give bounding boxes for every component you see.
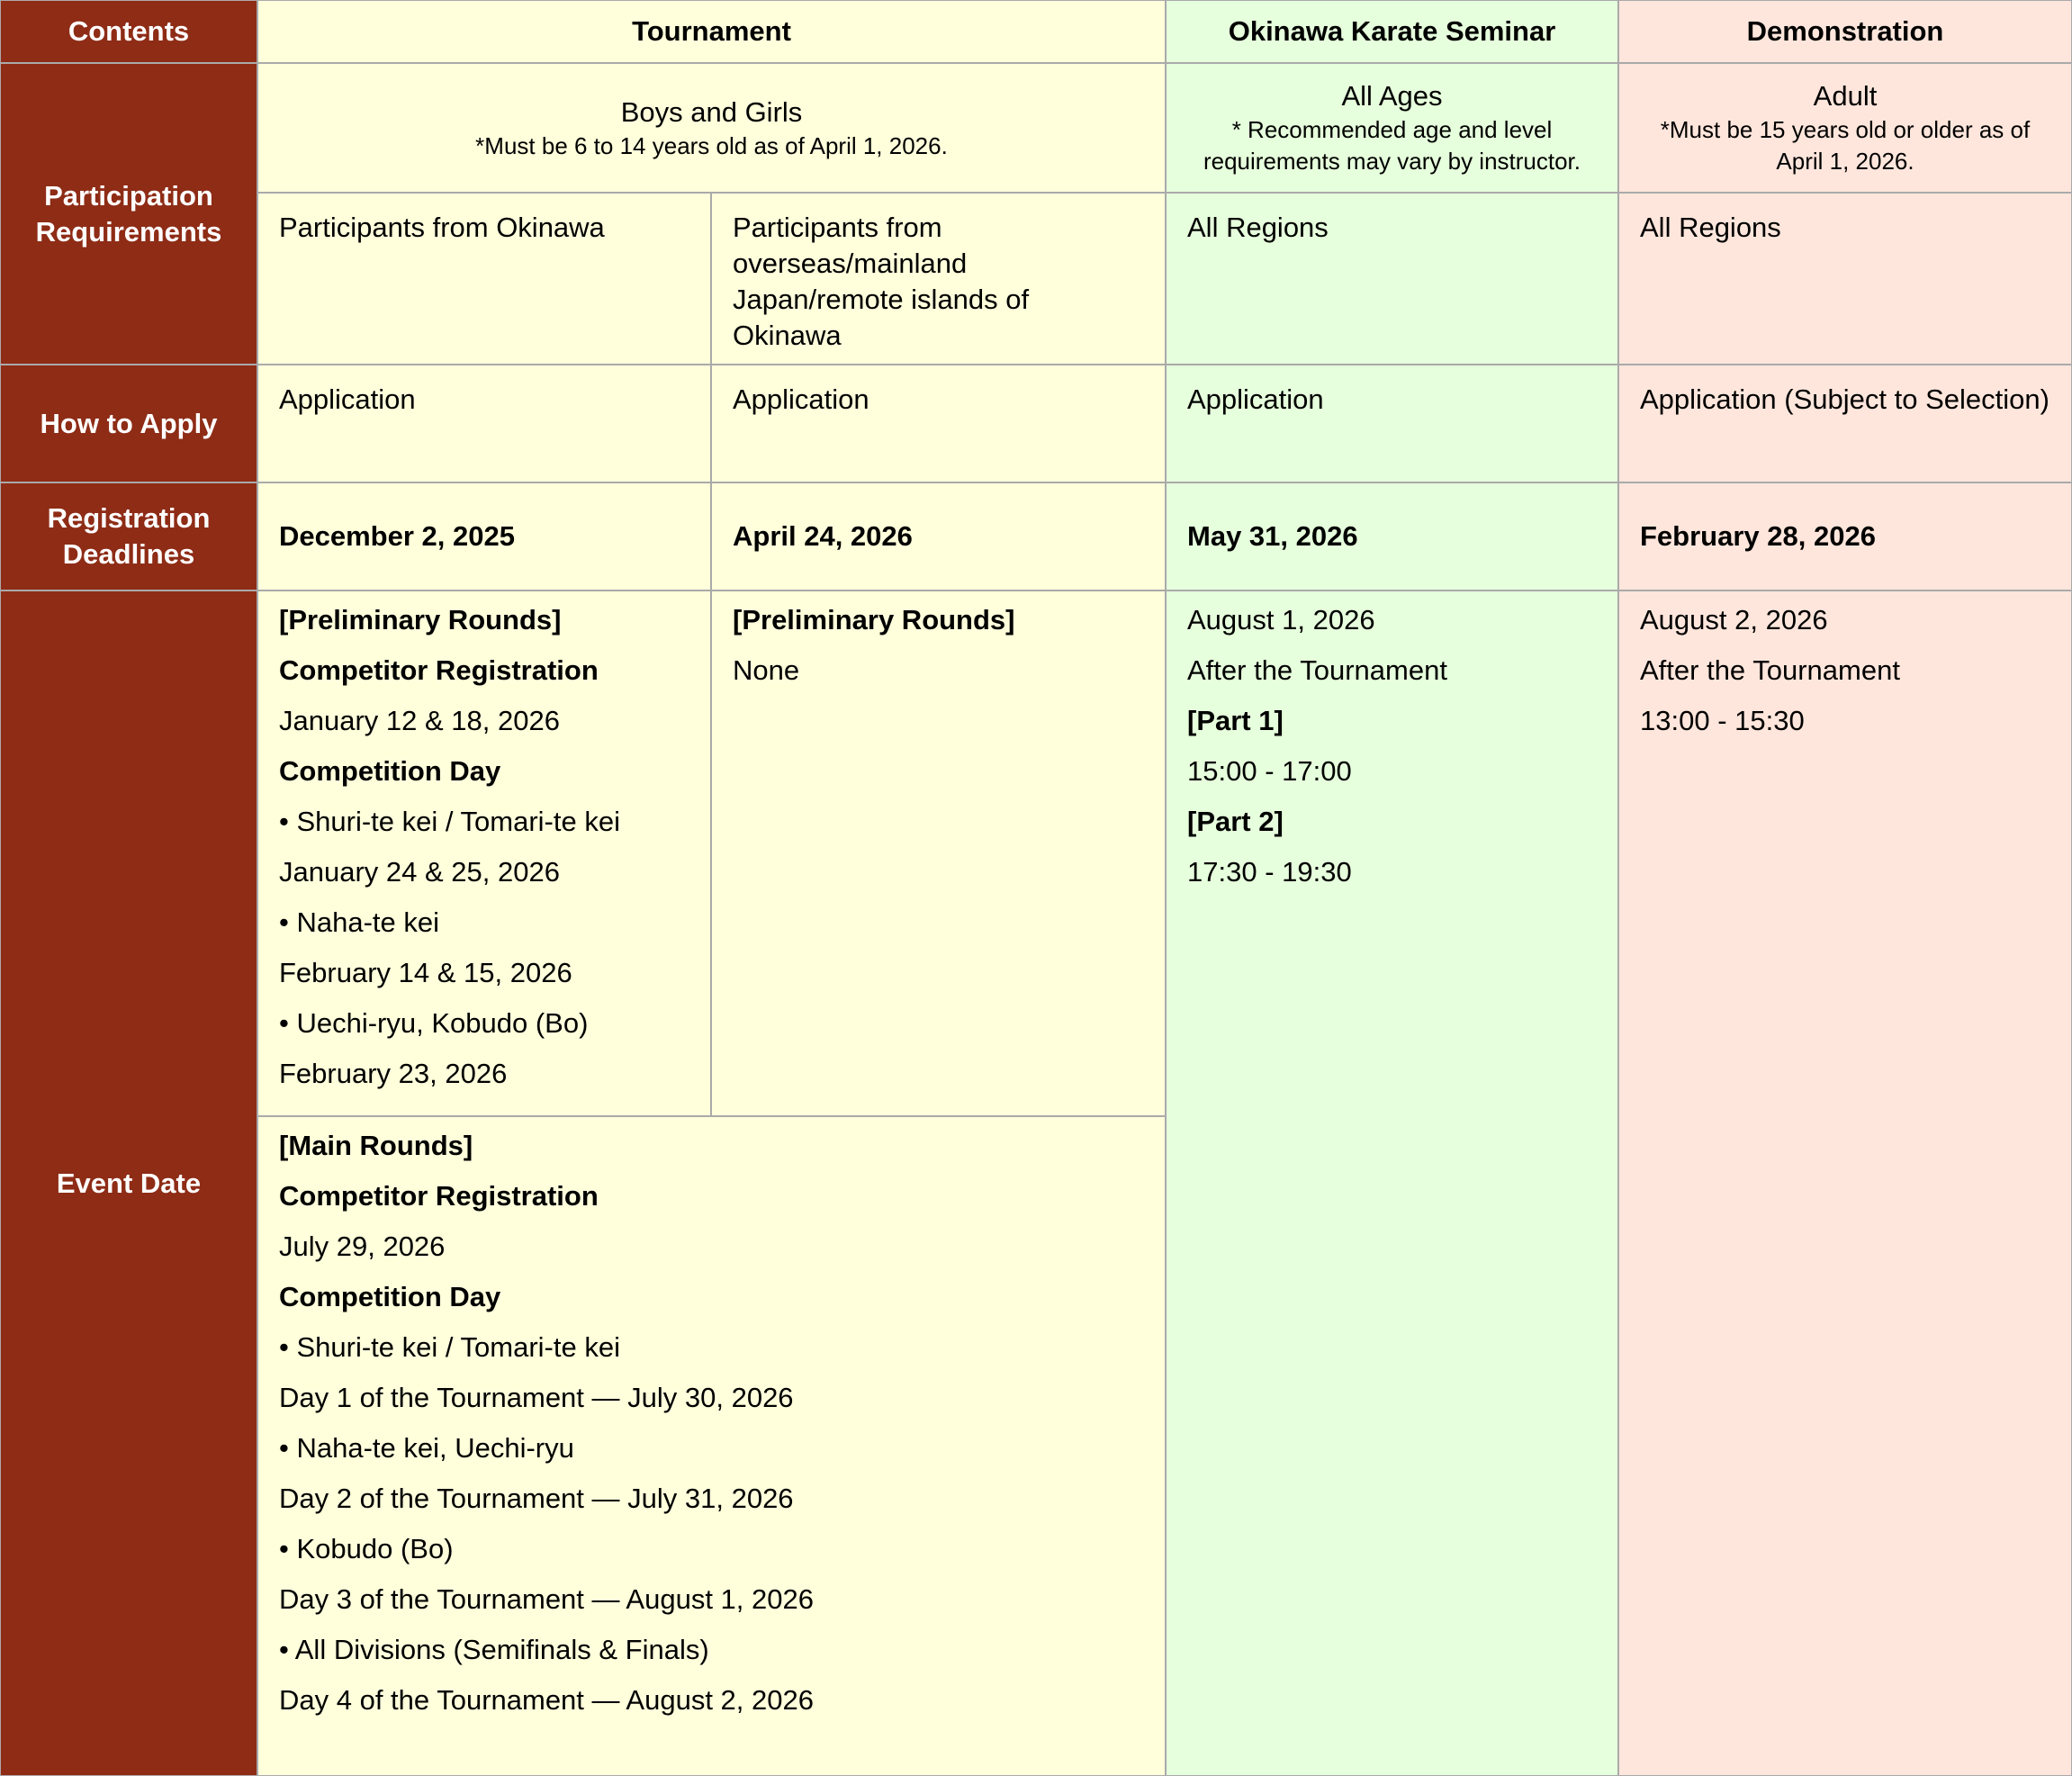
region-cell: All Regions — [1166, 193, 1618, 365]
event-line: July 29, 2026 — [279, 1231, 446, 1262]
event-line: August 2, 2026 — [1640, 604, 1828, 636]
event-line: • Shuri-te kei / Tomari-te kei — [279, 1331, 620, 1363]
event-line: February 23, 2026 — [279, 1058, 508, 1089]
header-cell: Tournament — [257, 0, 1166, 63]
event-line: After the Tournament — [1187, 654, 1447, 686]
event-line: January 12 & 18, 2026 — [279, 705, 560, 736]
event-heading: Competition Day — [279, 1281, 501, 1312]
event-line: January 24 & 25, 2026 — [279, 856, 560, 888]
requirement-note: * Recommended age and level requirements… — [1203, 116, 1581, 175]
deadline-cell: May 31, 2026 — [1166, 482, 1618, 590]
event-line: • Kobudo (Bo) — [279, 1533, 454, 1564]
event-line: February 14 & 15, 2026 — [279, 957, 572, 988]
event-cell: [Main Rounds] Competitor Registration July… — [257, 1116, 1166, 1776]
event-line: 17:30 - 19:30 — [1187, 856, 1352, 888]
row-label: Registration Deadlines — [0, 482, 257, 590]
deadline-cell: February 28, 2026 — [1618, 482, 2072, 590]
row-label: Event Date — [0, 590, 257, 1776]
event-line: Day 3 of the Tournament — August 1, 2026 — [279, 1583, 814, 1615]
event-heading: [Part 2] — [1187, 806, 1284, 837]
header-cell: Demonstration — [1618, 0, 2072, 63]
requirement-note: *Must be 15 years old or older as of Apr… — [1660, 116, 2031, 175]
event-line: 15:00 - 17:00 — [1187, 755, 1352, 787]
header-cell: Okinawa Karate Seminar — [1166, 0, 1618, 63]
event-line: • Naha-te kei — [279, 906, 439, 938]
region-cell: Participants from overseas/mainland Japa… — [711, 193, 1166, 365]
event-heading: [Main Rounds] — [279, 1130, 473, 1161]
apply-cell: Application (Subject to Selection) — [1618, 365, 2072, 482]
row-label: How to Apply — [0, 365, 257, 482]
requirement-title: Boys and Girls — [620, 95, 803, 128]
requirement-title: Adult — [1813, 80, 1878, 112]
event-line: 13:00 - 15:30 — [1640, 705, 1805, 736]
event-line: • Shuri-te kei / Tomari-te kei — [279, 806, 620, 837]
event-heading: [Preliminary Rounds] — [279, 604, 562, 636]
deadline-cell: December 2, 2025 — [257, 482, 711, 590]
requirement-cell: All Ages * Recommended age and level requ… — [1166, 63, 1618, 193]
requirement-cell: Boys and Girls *Must be 6 to 14 years old… — [257, 63, 1166, 193]
event-heading: Competitor Registration — [279, 1180, 599, 1212]
event-cell: August 2, 2026 After the Tournament 13:00 … — [1618, 590, 2072, 1776]
apply-cell: Application — [711, 365, 1166, 482]
event-line: • All Divisions (Semifinals & Finals) — [279, 1634, 709, 1665]
event-heading: Competition Day — [279, 755, 501, 787]
region-cell: Participants from Okinawa — [257, 193, 711, 365]
event-line: Day 4 of the Tournament — August 2, 2026 — [279, 1684, 814, 1716]
requirement-note: *Must be 6 to 14 years old as of April 1… — [475, 131, 948, 159]
event-line: Day 2 of the Tournament — July 31, 2026 — [279, 1483, 794, 1514]
event-line: After the Tournament — [1640, 654, 1900, 686]
event-line: August 1, 2026 — [1187, 604, 1375, 636]
event-heading: Competitor Registration — [279, 654, 599, 686]
event-heading: [Preliminary Rounds] — [733, 604, 1015, 636]
event-cell: [Preliminary Rounds] None — [711, 590, 1166, 1116]
apply-cell: Application — [257, 365, 711, 482]
region-cell: All Regions — [1618, 193, 2072, 365]
event-heading: [Part 1] — [1187, 705, 1284, 736]
apply-cell: Application — [1166, 365, 1618, 482]
requirement-title: All Ages — [1341, 80, 1443, 112]
event-line: • Uechi-ryu, Kobudo (Bo) — [279, 1007, 589, 1039]
header-cell: Contents — [0, 0, 257, 63]
event-cell: [Preliminary Rounds] Competitor Registrat… — [257, 590, 711, 1116]
event-line: Day 1 of the Tournament — July 30, 2026 — [279, 1382, 794, 1413]
event-line: None — [733, 654, 800, 686]
event-line: • Naha-te kei, Uechi-ryu — [279, 1432, 574, 1464]
deadline-cell: April 24, 2026 — [711, 482, 1166, 590]
row-label: Participation Requirements — [0, 63, 257, 365]
event-cell: August 1, 2026 After the Tournament [Part … — [1166, 590, 1618, 1776]
requirement-cell: Adult *Must be 15 years old or older as o… — [1618, 63, 2072, 193]
